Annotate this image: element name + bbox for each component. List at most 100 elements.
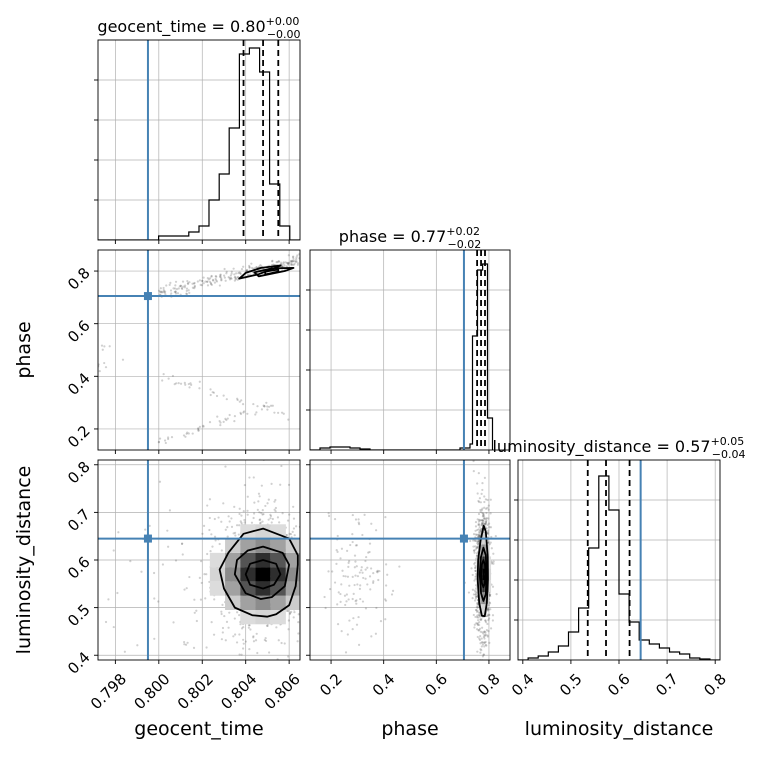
scatter-point	[482, 514, 485, 517]
scatter-point	[476, 606, 479, 609]
scatter-point	[484, 522, 487, 525]
scatter-point	[186, 282, 190, 286]
scatter-point	[478, 526, 481, 529]
scatter-point	[473, 551, 476, 554]
y-tick-label: 0.6	[64, 553, 94, 583]
scatter-point	[183, 381, 186, 384]
scatter-point	[288, 261, 291, 264]
scatter-point	[375, 529, 378, 532]
scatter-point	[161, 379, 164, 382]
density-cell	[482, 604, 485, 616]
scatter-point	[476, 482, 479, 485]
scatter-point	[356, 583, 359, 586]
scatter-point	[340, 630, 343, 633]
scatter-point	[475, 628, 479, 631]
scatter-point	[262, 404, 265, 407]
scatter-point	[186, 431, 189, 434]
scatter-point	[481, 631, 484, 634]
scatter-point	[185, 287, 189, 290]
scatter-point	[289, 533, 293, 536]
scatter-point	[347, 565, 350, 568]
scatter-point	[230, 525, 234, 528]
scatter-point	[227, 275, 230, 279]
scatter-point	[215, 275, 218, 278]
scatter-point	[477, 539, 480, 542]
scatter-point	[207, 278, 210, 281]
scatter-point	[265, 401, 268, 404]
scatter-point	[157, 440, 161, 443]
scatter-point	[469, 539, 472, 543]
scatter-point	[477, 522, 480, 525]
scatter-point	[476, 492, 479, 495]
scatter-point	[259, 522, 262, 525]
scatter-point	[168, 283, 171, 286]
scatter-point	[490, 561, 494, 564]
scatter-point	[291, 256, 295, 259]
scatter-point	[212, 279, 215, 282]
scatter-point	[285, 609, 289, 612]
scatter-point	[474, 569, 477, 572]
scatter-point	[355, 623, 359, 626]
scatter-point	[478, 621, 481, 624]
scatter-point	[163, 290, 166, 293]
scatter-point	[476, 545, 479, 548]
scatter-point	[269, 514, 273, 518]
scatter-point	[474, 615, 477, 619]
scatter-point	[482, 635, 485, 639]
scatter-point	[478, 614, 481, 617]
scatter-point	[201, 279, 204, 283]
density-cell	[255, 524, 271, 539]
scatter-point	[235, 272, 238, 275]
panel-frame	[309, 249, 511, 451]
scatter-point	[483, 476, 487, 479]
scatter-point	[477, 520, 481, 523]
scatter-point	[477, 629, 481, 632]
scatter-point	[237, 533, 240, 536]
scatter-point	[254, 639, 258, 642]
scatter-point	[267, 651, 271, 654]
density-cell	[270, 538, 286, 553]
panel-frame	[97, 249, 301, 451]
scatter-point	[352, 592, 355, 595]
scatter-point	[248, 624, 251, 627]
scatter-point	[232, 635, 235, 638]
scatter-point	[264, 639, 268, 643]
scatter-point	[357, 521, 360, 524]
scatter-point	[183, 286, 186, 289]
scatter-point	[352, 664, 354, 666]
scatter-point	[475, 554, 479, 557]
scatter-point	[340, 547, 344, 550]
scatter-point	[233, 273, 236, 276]
scatter-point	[478, 623, 481, 627]
scatter-point	[266, 408, 269, 411]
scatter-point	[193, 281, 196, 285]
scatter-point	[258, 511, 261, 514]
scatter-point	[475, 546, 478, 550]
scatter-point	[474, 595, 477, 598]
scatter-point	[112, 625, 115, 629]
scatter-point	[214, 275, 217, 278]
scatter-point	[184, 643, 188, 646]
scatter-point	[476, 518, 479, 521]
scatter-point	[222, 502, 225, 505]
scatter-point	[370, 522, 373, 525]
scatter-point	[339, 557, 342, 560]
scatter-point	[167, 437, 170, 441]
scatter-point	[479, 510, 482, 513]
scatter-point	[482, 519, 485, 523]
truth-marker	[143, 292, 152, 301]
scatter-point	[287, 418, 290, 421]
scatter-point	[483, 630, 486, 633]
scatter-point	[481, 655, 485, 658]
scatter-point	[266, 624, 269, 628]
scatter-point	[474, 608, 478, 612]
scatter-point	[260, 408, 264, 411]
scatter-point	[301, 535, 303, 537]
scatter-point	[324, 551, 326, 553]
scatter-point	[174, 280, 178, 283]
x-tick-label: 0.4	[508, 670, 538, 700]
scatter-point	[483, 645, 486, 648]
scatter-point	[224, 465, 227, 468]
scatter-point	[179, 284, 182, 287]
scatter-point	[487, 517, 490, 520]
